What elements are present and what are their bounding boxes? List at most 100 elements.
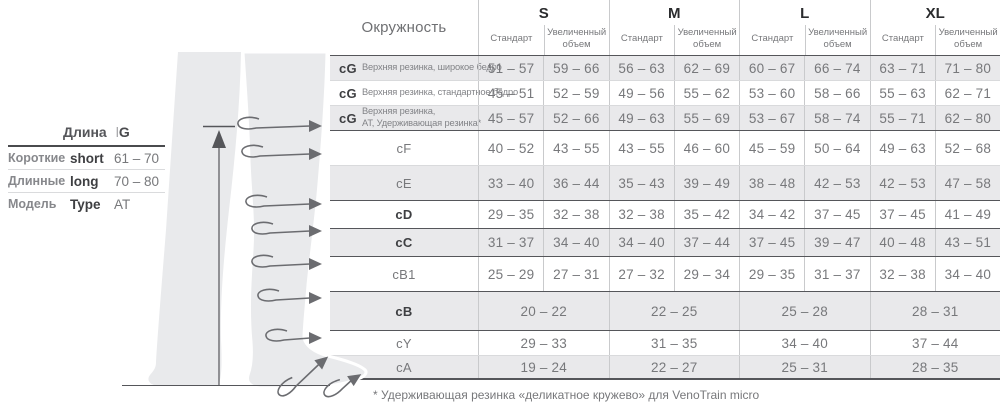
range-cell: 71 – 80 [934, 56, 1000, 80]
range-cell: 58 – 66 [804, 81, 869, 105]
subheader-increased: Увеличенный объем [804, 25, 870, 55]
legend-value: AT [114, 196, 131, 212]
size-letter: S [538, 5, 549, 23]
circumference-arrow [241, 144, 322, 160]
range-cell: 31 – 37 [804, 257, 869, 291]
range-cell: 37 – 44 [869, 331, 1000, 355]
range-cell: 56 – 63 [608, 56, 674, 80]
measure-code: cY [396, 335, 412, 351]
measure-point-label: cE [330, 166, 478, 200]
measure-point-label: cC [330, 229, 478, 256]
measure-point-label: cG Верхняя резинка, широкое бедро [330, 56, 502, 80]
size-group-m: M Стандарт Увеличенный объем [608, 0, 740, 55]
range-cell: 20 – 22 [478, 292, 609, 330]
range-cell: 25 – 28 [739, 292, 870, 330]
table-row-cg-1: cG Верхняя резинка, стандартное бедро 45 –… [330, 80, 1000, 105]
table-row-cf-3: cF 40 – 52 43 – 55 43 – 55 46 – 60 45 – 59 50 … [330, 130, 1000, 165]
range-cell: 55 – 62 [673, 81, 739, 105]
measure-point-label: cB1 [330, 257, 478, 291]
range-cell: 52 – 68 [934, 131, 1000, 165]
size-table: Окружность S Стандарт Увеличенный объем … [330, 0, 1000, 380]
range-cell: 28 – 31 [869, 292, 1000, 330]
circumference-arrow [277, 356, 329, 397]
table-row-cy-9: cY 29 – 33 31 – 35 34 – 40 37 – 44 [330, 330, 1000, 355]
footnote: * Удерживающая резинка «деликатное круже… [373, 388, 760, 402]
length-legend: Длина lG Короткие short 61 – 70 Длинные … [8, 124, 165, 215]
range-cell: 49 – 63 [869, 131, 935, 165]
range-cell: 19 – 24 [478, 356, 609, 378]
range-cell: 35 – 42 [673, 201, 739, 228]
measure-description: Верхняя резинка, широкое бедро [361, 62, 502, 73]
table-row-cd-5: cD 29 – 35 32 – 38 32 – 38 35 – 42 34 – 42 37 … [330, 200, 1000, 228]
range-cell: 29 – 35 [478, 201, 543, 228]
legend-label-en: short [70, 150, 104, 166]
range-cell: 25 – 31 [739, 356, 870, 378]
legend-label-ru: Длинные [8, 174, 66, 188]
range-cell: 39 – 49 [673, 166, 739, 200]
measure-code: cC [395, 235, 413, 250]
circumference-arrow [251, 221, 322, 237]
table-row-ce-4: cE 33 – 40 36 – 44 35 – 43 39 – 49 38 – 48 42 … [330, 165, 1000, 200]
legend-row-short: Короткие short 61 – 70 [8, 147, 165, 170]
table-row-cb-8: cB 20 – 22 22 – 25 25 – 28 28 – 31 [330, 291, 1000, 330]
range-cell: 53 – 60 [739, 81, 804, 105]
measure-code: cB1 [392, 266, 416, 282]
range-cell: 35 – 43 [608, 166, 674, 200]
circumference-arrow [251, 254, 322, 270]
range-cell: 58 – 74 [804, 106, 869, 130]
range-cell: 28 – 35 [869, 356, 1000, 378]
legend-row-type: Модель Type AT [8, 193, 165, 215]
legend-label-en: Type [70, 196, 101, 212]
range-cell: 27 – 31 [543, 257, 608, 291]
range-cell: 25 – 29 [478, 257, 543, 291]
length-label: Длина [63, 124, 107, 140]
range-cell: 52 – 59 [543, 81, 608, 105]
measure-code: cG [339, 85, 357, 101]
range-cell: 46 – 60 [673, 131, 739, 165]
range-cell: 55 – 63 [869, 81, 935, 105]
legend-value: 61 – 70 [114, 150, 160, 166]
range-cell: 32 – 38 [869, 257, 935, 291]
range-cell: 45 – 51 [478, 81, 543, 105]
range-cell: 37 – 45 [739, 229, 804, 256]
range-cell: 49 – 63 [608, 106, 674, 130]
range-cell: 43 – 55 [608, 131, 674, 165]
range-cell: 45 – 59 [739, 131, 804, 165]
range-cell: 31 – 37 [478, 229, 543, 256]
range-cell: 42 – 53 [804, 166, 869, 200]
length-code: lG [115, 124, 130, 140]
legend-row-long: Длинные long 70 – 80 [8, 170, 165, 193]
legend-label-ru: Модель [8, 197, 57, 211]
range-cell: 38 – 48 [739, 166, 804, 200]
legend-value: 70 – 80 [114, 173, 160, 189]
range-cell: 40 – 52 [478, 131, 543, 165]
range-cell: 29 – 35 [739, 257, 804, 291]
circumference-header: Окружность [361, 19, 447, 36]
range-cell: 32 – 38 [543, 201, 608, 228]
range-cell: 34 – 40 [739, 331, 870, 355]
legend-label-ru: Короткие [8, 151, 66, 165]
circumference-arrow [245, 194, 322, 210]
measure-point-label: cY [330, 331, 478, 355]
range-cell: 49 – 56 [608, 81, 674, 105]
measure-point-label: cD [330, 201, 478, 228]
size-group-xl: XL Стандарт Увеличенный объем [869, 0, 1000, 55]
size-group-s: S Стандарт Увеличенный объем [478, 0, 609, 55]
range-cell: 52 – 66 [543, 106, 608, 130]
circumference-arrow [257, 288, 322, 304]
range-cell: 62 – 69 [673, 56, 739, 80]
measure-point-label: cB [330, 292, 478, 330]
measure-code: cE [396, 175, 412, 191]
table-row-ca-10: cA 19 – 24 22 – 27 25 – 31 28 – 35 [330, 355, 1000, 378]
range-cell: 59 – 66 [543, 56, 608, 80]
subheader-increased: Увеличенный объем [674, 25, 739, 55]
size-letter: XL [925, 5, 945, 23]
range-cell: 55 – 71 [869, 106, 935, 130]
range-cell: 62 – 80 [934, 106, 1000, 130]
measure-point-label: cA [330, 356, 478, 378]
size-table-header: Окружность S Стандарт Увеличенный объем … [330, 0, 1000, 56]
range-cell: 42 – 53 [869, 166, 935, 200]
range-cell: 63 – 71 [869, 56, 935, 80]
table-row-cg-2: cG Верхняя резинка, AT, Удерживающая резин… [330, 105, 1000, 130]
range-cell: 40 – 48 [869, 229, 935, 256]
